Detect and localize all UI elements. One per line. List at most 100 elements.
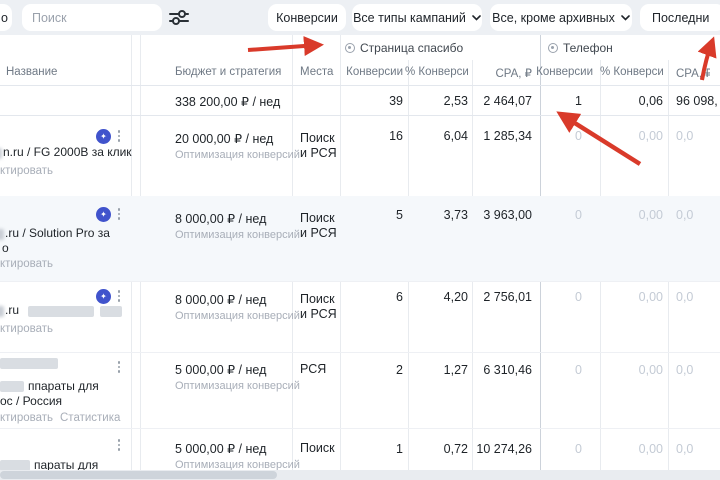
row-menu-button[interactable]	[113, 288, 125, 304]
summary-cpa-1: 2 464,07	[483, 94, 532, 108]
edit-link[interactable]: ктировать	[0, 258, 54, 270]
redacted-text	[0, 306, 4, 317]
redacted-text	[0, 358, 58, 369]
row-menu-button[interactable]	[113, 359, 125, 375]
campaign-places: Поиск и РСЯ	[300, 292, 337, 321]
campaign-name[interactable]: ппараты для	[28, 379, 99, 393]
campaign-budget: 8 000,00 ₽ / нед	[175, 293, 267, 307]
gridline	[0, 85, 720, 86]
summary-conv-rate-2: 0,06	[638, 94, 663, 108]
conversions-2: 0	[575, 208, 582, 222]
goal-group-phone: Телефон	[548, 41, 613, 55]
campaign-name-line2: ос / Россия	[0, 394, 63, 408]
cpa-1: 10 274,26	[476, 442, 532, 456]
column-header-places[interactable]: Места	[300, 66, 334, 78]
table-row: ✦ .ru ктировать 8 000,00 ₽ / нед Оптимиз…	[0, 281, 720, 352]
summary-cpa-2: 96 098,	[676, 94, 718, 108]
conversions-1: 5	[396, 208, 403, 222]
cpa-1: 2 756,01	[483, 290, 532, 304]
summary-row: 338 200,00 ₽ / нед 39 2,53 2 464,07 1 0,…	[0, 85, 720, 115]
cpa-1: 3 963,00	[483, 208, 532, 222]
conversions-button-label: Конверсии	[276, 10, 338, 25]
edit-link[interactable]: ктировать	[0, 165, 54, 177]
campaign-type-badge-icon: ✦	[96, 207, 111, 222]
cpa-2: 0,0	[676, 208, 694, 222]
cpa-2: 0,0	[676, 363, 694, 377]
campaign-name[interactable]: n.ru / FG 2000B за клики	[3, 145, 132, 159]
column-header-conv-rate-2[interactable]: % Конверсий	[600, 66, 663, 78]
statistics-link[interactable]: Статистика	[60, 412, 121, 424]
campaign-budget: 20 000,00 ₽ / нед	[175, 132, 274, 146]
archive-filter-label: Все, кроме архивных	[492, 10, 615, 25]
redacted-text	[0, 460, 30, 470]
goal-target-icon	[548, 43, 558, 53]
campaign-name-line2: о	[2, 241, 9, 255]
conv-rate-1: 3,73	[443, 208, 468, 222]
conversions-2: 0	[575, 442, 582, 456]
campaign-budget: 5 000,00 ₽ / нед	[175, 442, 267, 456]
goal-group-label: Страница спасибо	[360, 41, 464, 55]
cpa-2: 0,0	[676, 442, 694, 456]
conv-rate-2: 0,00	[638, 290, 663, 304]
redacted-text	[0, 229, 4, 240]
campaign-name[interactable]: параты для	[34, 458, 99, 470]
cpa-1: 6 310,46	[483, 363, 532, 377]
conversions-button[interactable]: Конверсии	[268, 4, 346, 31]
column-header-conv-rate-1[interactable]: % Конверсий	[405, 66, 468, 78]
campaign-strategy: Оптимизация конверсий	[175, 459, 300, 470]
campaign-places: Поиск	[300, 441, 335, 455]
summary-conversions-1: 39	[389, 94, 403, 108]
campaign-places: РСЯ	[300, 362, 327, 376]
edit-link[interactable]: ктировать	[0, 323, 54, 335]
table-row: ✦ n.ru / FG 2000B за клики ктировать 20 …	[0, 115, 720, 196]
campaign-type-badge-icon: ✦	[96, 129, 111, 144]
cpa-2: 0,0	[676, 129, 694, 143]
horizontal-scrollbar-thumb[interactable]	[0, 471, 277, 479]
edit-link[interactable]: ктировать	[0, 412, 54, 424]
conversions-1: 2	[396, 363, 403, 377]
campaign-budget: 8 000,00 ₽ / нед	[175, 212, 267, 226]
row-menu-button[interactable]	[113, 128, 125, 144]
archive-filter[interactable]: Все, кроме архивных	[490, 4, 632, 31]
conversions-1: 6	[396, 290, 403, 304]
conv-rate-2: 0,00	[638, 129, 663, 143]
conv-rate-1: 6,04	[443, 129, 468, 143]
gridline	[0, 281, 720, 282]
table-row: ✦ .ru / Solution Pro за о ктировать 8 00…	[0, 196, 720, 281]
horizontal-scrollbar-track[interactable]	[0, 470, 720, 480]
campaign-strategy: Оптимизация конверсий	[175, 310, 300, 322]
column-header-conversions-2[interactable]: Конверсии	[536, 66, 593, 78]
cpa-1: 1 285,34	[483, 129, 532, 143]
redacted-text	[28, 306, 94, 317]
gridline	[0, 428, 720, 429]
column-header-name[interactable]: Название	[6, 66, 58, 78]
redacted-text	[0, 381, 24, 392]
partial-left-button-label: о	[1, 10, 8, 25]
column-header-cpa-2[interactable]: CPA, ₽	[676, 68, 710, 80]
conv-rate-2: 0,00	[638, 442, 663, 456]
campaign-name[interactable]: .ru	[5, 303, 20, 317]
conversions-2: 0	[575, 363, 582, 377]
goal-target-icon	[345, 43, 355, 53]
goal-group-label: Телефон	[563, 41, 613, 55]
campaign-name[interactable]: .ru / Solution Pro за	[5, 226, 110, 240]
redacted-text	[100, 306, 122, 317]
filter-sliders-icon[interactable]	[168, 8, 192, 28]
partial-left-button[interactable]: о	[0, 4, 12, 31]
campaign-places: Поиск и РСЯ	[300, 211, 337, 240]
row-menu-button[interactable]	[113, 437, 125, 453]
search-input[interactable]	[22, 4, 162, 31]
campaign-budget: 5 000,00 ₽ / нед	[175, 363, 267, 377]
column-header-budget[interactable]: Бюджет и стратегия	[175, 66, 282, 78]
conversions-2: 0	[575, 290, 582, 304]
conv-rate-1: 4,20	[443, 290, 468, 304]
column-header-cpa-1[interactable]: CPA, ₽	[495, 68, 533, 80]
redacted-text	[0, 148, 2, 159]
row-menu-button[interactable]	[113, 206, 125, 222]
campaign-type-filter[interactable]: Все типы кампаний	[352, 4, 482, 31]
column-header-conversions-1[interactable]: Конверсии	[346, 66, 403, 78]
cpa-2: 0,0	[676, 290, 694, 304]
goal-group-thankyou-page: Страница спасибо	[345, 41, 463, 55]
conv-rate-2: 0,00	[638, 208, 663, 222]
period-filter[interactable]: Последни	[640, 4, 720, 31]
